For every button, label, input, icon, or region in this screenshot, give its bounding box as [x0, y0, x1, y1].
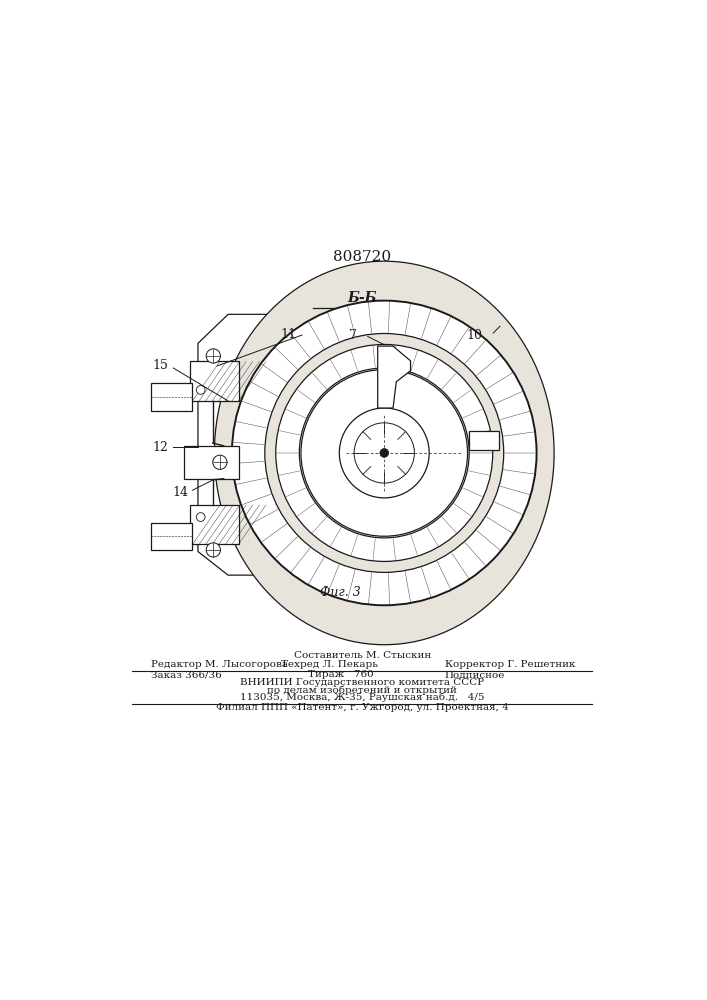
Text: по делам изобретений и открытий: по делам изобретений и открытий — [267, 685, 457, 695]
Text: 14: 14 — [172, 486, 188, 499]
Text: ВНИИПИ Государственного комитета СССР: ВНИИПИ Государственного комитета СССР — [240, 678, 484, 687]
Text: Б-Б: Б-Б — [348, 291, 377, 305]
Bar — [151, 383, 192, 411]
Text: 12: 12 — [152, 441, 168, 454]
Text: 7: 7 — [349, 329, 357, 342]
Text: 10: 10 — [467, 329, 483, 342]
Circle shape — [232, 301, 537, 605]
Circle shape — [339, 408, 429, 498]
Bar — [185, 446, 239, 479]
Circle shape — [354, 423, 414, 483]
Circle shape — [206, 349, 221, 363]
Bar — [151, 523, 192, 550]
Text: 808720: 808720 — [333, 250, 392, 264]
Text: Подписное: Подписное — [445, 670, 505, 679]
Circle shape — [197, 386, 205, 394]
Text: Тираж   760: Тираж 760 — [308, 670, 373, 679]
Text: Составитель М. Стыскин: Составитель М. Стыскин — [293, 651, 431, 660]
Text: 15: 15 — [152, 359, 168, 372]
Text: Фиг. 3: Фиг. 3 — [320, 586, 361, 599]
Polygon shape — [469, 431, 499, 450]
Circle shape — [380, 449, 389, 457]
Text: Филиал ППП «Патент», г. Ужгород, ул. Проектная, 4: Филиал ППП «Патент», г. Ужгород, ул. Про… — [216, 703, 509, 712]
Text: 113035, Москва, Ж-35, Раушская наб.д.   4/5: 113035, Москва, Ж-35, Раушская наб.д. 4/… — [240, 693, 484, 702]
Ellipse shape — [214, 261, 554, 645]
Circle shape — [265, 333, 503, 572]
Circle shape — [301, 370, 467, 536]
Bar — [189, 361, 239, 401]
Circle shape — [299, 368, 469, 538]
Polygon shape — [378, 346, 411, 408]
Circle shape — [276, 344, 493, 561]
Circle shape — [206, 543, 221, 557]
Text: Заказ 366/36: Заказ 366/36 — [151, 670, 222, 679]
Text: 11: 11 — [281, 328, 297, 341]
Text: Техред Л. Пекарь: Техред Л. Пекарь — [281, 660, 378, 669]
Text: Редактор М. Лысогорова: Редактор М. Лысогорова — [151, 660, 288, 669]
Circle shape — [197, 513, 205, 521]
Circle shape — [213, 455, 227, 469]
Text: Корректор Г. Решетник: Корректор Г. Решетник — [445, 660, 575, 669]
Bar — [189, 505, 239, 544]
